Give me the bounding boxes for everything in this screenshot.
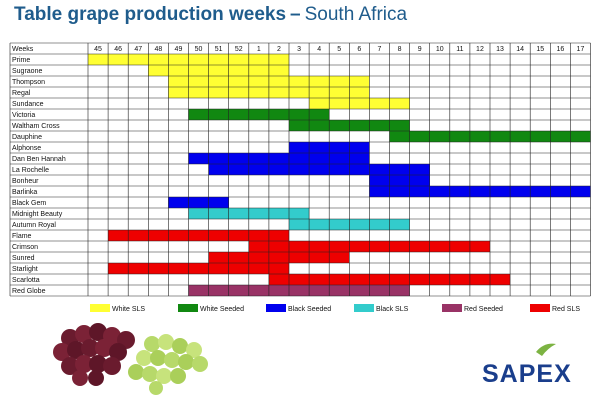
- bar-victoria: [188, 109, 330, 120]
- week-label: 2: [277, 46, 281, 53]
- red-grape-cluster: [53, 323, 135, 386]
- row-label: Crimson: [12, 244, 38, 251]
- legend-swatch: [178, 304, 198, 312]
- week-label: 50: [195, 46, 203, 53]
- bar-bonheur: [369, 175, 430, 186]
- row-label: Red Globe: [12, 288, 46, 295]
- bar-sugraone: [148, 65, 289, 76]
- bar-red-globe: [188, 285, 410, 296]
- row-label: Barlinka: [12, 189, 37, 196]
- week-label: 17: [577, 46, 585, 53]
- row-label: Scarlotta: [12, 277, 40, 284]
- row-label: Waltham Cross: [12, 123, 60, 130]
- row-label: Dan Ben Hannah: [12, 156, 66, 163]
- bar-sunred: [208, 252, 350, 263]
- white-grape-cluster: [128, 334, 208, 395]
- week-label: 1: [257, 46, 261, 53]
- week-label: 52: [235, 46, 243, 53]
- title-region: South Africa: [304, 4, 408, 25]
- row-label: Sugraone: [12, 68, 42, 75]
- legend-label: Red Seeded: [464, 306, 503, 313]
- row-label: Alphonse: [12, 145, 41, 152]
- weeks-header: Weeks: [12, 46, 34, 53]
- legend-label: Red SLS: [552, 306, 580, 313]
- legend-swatch: [442, 304, 462, 312]
- row-label: Autumn Royal: [12, 222, 56, 229]
- week-label: 10: [436, 46, 444, 53]
- row-label: Midnight Beauty: [12, 211, 63, 218]
- week-label: 11: [456, 46, 463, 53]
- week-label: 15: [536, 46, 544, 53]
- week-label: 47: [134, 46, 142, 53]
- legend-label: Black SLS: [376, 306, 409, 313]
- week-label: 49: [175, 46, 183, 53]
- title-main: Table grape production weeks: [14, 4, 287, 25]
- week-label: 5: [337, 46, 341, 53]
- row-label: Sundance: [12, 101, 44, 108]
- week-label: 4: [317, 46, 321, 53]
- week-label: 3: [297, 46, 301, 53]
- week-label: 13: [496, 46, 504, 53]
- row-label: Black Gem: [12, 200, 46, 207]
- week-label: 46: [114, 46, 122, 53]
- row-label: Sunred: [12, 255, 35, 262]
- week-label: 14: [516, 46, 524, 53]
- week-label: 9: [418, 46, 422, 53]
- week-label: 45: [94, 46, 102, 53]
- legend-swatch: [530, 304, 550, 312]
- week-label: 48: [154, 46, 162, 53]
- legend-swatch: [266, 304, 286, 312]
- row-label: Starlight: [12, 266, 38, 273]
- week-label: 7: [377, 46, 381, 53]
- week-label: 6: [357, 46, 361, 53]
- week-label: 16: [556, 46, 564, 53]
- bar-barlinka: [369, 186, 591, 197]
- sapex-logo-mark: [536, 343, 556, 356]
- legend-swatch: [354, 304, 374, 312]
- bar-la-rochelle: [208, 164, 430, 175]
- row-label: Flame: [12, 233, 32, 240]
- legend-label: Black Seeded: [288, 306, 331, 313]
- sapex-logo: SAPEX: [482, 360, 572, 388]
- row-label: Victoria: [12, 112, 35, 119]
- legend-label: White Seeded: [200, 306, 244, 313]
- row-label: Dauphine: [12, 134, 42, 141]
- production-weeks-chart: Weeks 45 46 47 48 49 50 51 52 1 2 3 4 5 6 7 8 9 10 11 12 13 14…: [9, 42, 591, 313]
- bar-starlight: [108, 263, 289, 274]
- row-label: Regal: [12, 90, 31, 97]
- bar-sundance: [309, 98, 410, 109]
- bar-dan-ben-hannah: [188, 153, 370, 164]
- title-dash: –: [290, 4, 301, 25]
- legend-swatch: [90, 304, 110, 312]
- row-label: La Rochelle: [12, 167, 49, 174]
- row-label: Prime: [12, 57, 30, 64]
- week-label: 12: [476, 46, 484, 53]
- week-label: 8: [398, 46, 402, 53]
- week-label: 51: [215, 46, 223, 53]
- row-label: Thompson: [12, 79, 45, 86]
- bar-black-gem: [168, 197, 229, 208]
- page-title: Table grape production weeks – South Afric…: [14, 4, 407, 26]
- row-label: Bonheur: [12, 178, 39, 185]
- legend-label: White SLS: [112, 306, 145, 313]
- bar-flame: [108, 230, 289, 241]
- grapes-illustration: [53, 323, 208, 395]
